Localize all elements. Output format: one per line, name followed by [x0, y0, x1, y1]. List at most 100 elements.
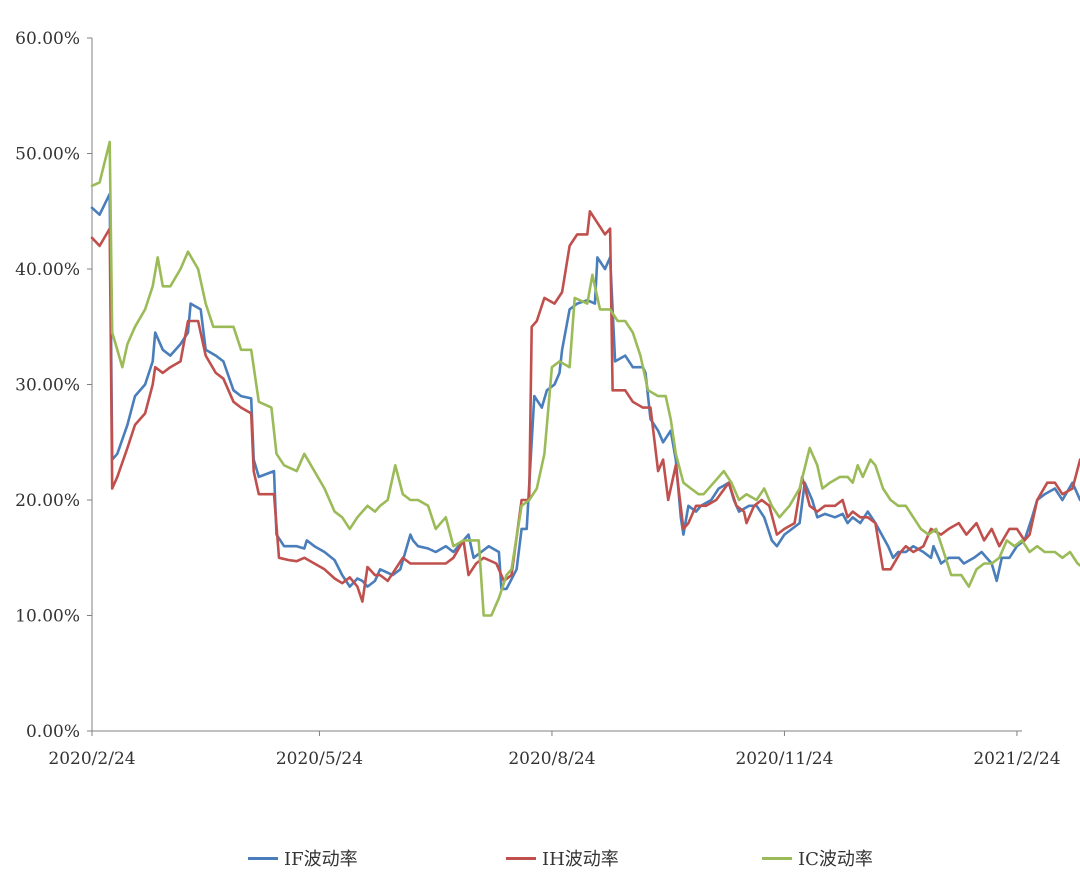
data-point	[341, 582, 344, 584]
data-point	[558, 360, 561, 363]
data-point	[543, 297, 546, 299]
data-point	[609, 227, 611, 230]
data-point	[162, 349, 164, 351]
data-point	[808, 505, 811, 507]
data-point	[169, 285, 172, 288]
series-2	[90, 140, 1080, 617]
data-point	[232, 326, 235, 328]
data-point	[250, 397, 252, 400]
data-point	[154, 366, 156, 369]
x-tick-label: 2020/8/24	[508, 749, 595, 769]
data-point	[687, 505, 690, 507]
data-point	[417, 562, 419, 565]
series-1	[90, 210, 1080, 603]
data-point	[151, 285, 154, 288]
data-point	[862, 476, 864, 478]
data-point	[91, 185, 93, 187]
data-point	[1061, 499, 1064, 501]
data-point	[162, 285, 164, 288]
data-point	[273, 493, 275, 496]
data-point	[366, 585, 369, 588]
data-point	[303, 557, 306, 559]
data-point	[295, 470, 298, 472]
data-point	[313, 562, 316, 565]
data-point	[990, 528, 993, 530]
data-point	[669, 418, 672, 420]
data-point	[232, 401, 235, 403]
legend-swatch	[762, 856, 792, 860]
data-point	[662, 441, 664, 444]
data-point	[728, 481, 730, 484]
data-point	[498, 597, 500, 599]
data-point	[1028, 551, 1031, 553]
data-point	[624, 389, 626, 392]
legend-item: IH波动率	[506, 843, 619, 873]
data-point	[270, 406, 273, 409]
data-point	[958, 557, 960, 559]
data-point	[778, 516, 781, 519]
data-point	[568, 308, 571, 311]
data-point	[402, 557, 404, 559]
data-point	[1069, 551, 1071, 553]
legend-swatch	[506, 856, 536, 860]
data-point	[983, 562, 985, 565]
data-point	[649, 406, 652, 409]
data-point	[1054, 551, 1056, 553]
data-point	[968, 585, 970, 588]
data-point	[859, 516, 862, 519]
data-point	[738, 510, 740, 513]
data-point	[611, 389, 614, 392]
chart-legend: IF波动率 IH波动率 IC波动率	[0, 843, 1080, 873]
data-point	[470, 539, 472, 542]
data-point	[922, 551, 925, 553]
data-point	[869, 458, 872, 461]
data-point	[116, 476, 119, 478]
data-point	[808, 447, 811, 449]
data-point	[851, 516, 854, 519]
data-point	[1006, 539, 1008, 542]
data-point	[333, 510, 336, 513]
data-point	[366, 505, 369, 507]
data-point	[675, 464, 677, 467]
y-tick-label: 60.00%	[15, 29, 80, 49]
data-point	[126, 343, 129, 345]
data-point	[940, 562, 942, 565]
data-point	[361, 580, 364, 582]
data-point	[258, 401, 260, 403]
data-point	[983, 539, 985, 542]
data-point	[995, 580, 998, 582]
data-point	[930, 557, 932, 559]
data-point	[1054, 487, 1056, 490]
data-point	[374, 574, 376, 576]
data-point	[1076, 562, 1079, 565]
data-point	[1071, 487, 1074, 490]
data-point	[475, 562, 477, 565]
data-point	[1001, 557, 1003, 559]
data-point	[189, 302, 192, 305]
data-point	[811, 499, 813, 501]
data-point	[179, 268, 182, 270]
data-point	[250, 349, 252, 351]
data-point	[763, 487, 765, 490]
data-point	[212, 326, 215, 328]
data-point	[816, 516, 819, 519]
data-point	[591, 274, 594, 276]
data-point	[488, 545, 490, 547]
data-point	[783, 533, 786, 536]
data-point	[409, 533, 412, 536]
data-point	[495, 562, 498, 565]
y-tick-label: 40.00%	[15, 260, 80, 280]
data-point	[283, 545, 285, 547]
data-point	[356, 516, 359, 519]
data-point	[349, 585, 351, 588]
y-tick-label: 30.00%	[15, 376, 80, 396]
data-point	[695, 510, 697, 513]
data-point	[558, 372, 561, 374]
data-point	[197, 320, 199, 322]
data-point	[434, 562, 437, 565]
data-point	[232, 389, 235, 392]
data-point	[882, 487, 884, 490]
data-point	[1008, 557, 1011, 559]
data-point	[356, 577, 359, 580]
data-point	[662, 458, 664, 461]
